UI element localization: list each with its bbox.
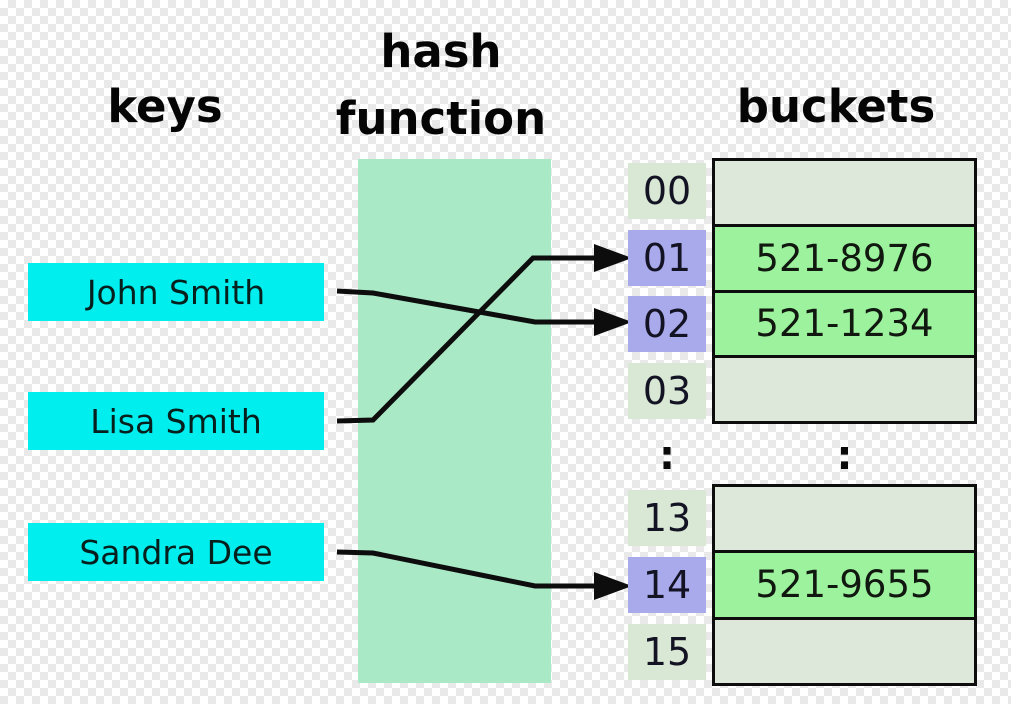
index-label: 13: [642, 496, 692, 540]
hash-function-box: [358, 159, 551, 683]
index-cell-15: 15: [628, 624, 706, 680]
arrowhead-02: [594, 308, 632, 336]
index-ellipsis: :: [659, 433, 675, 479]
index-cell-03: 03: [628, 363, 706, 419]
index-cell-13: 13: [628, 490, 706, 546]
bucket-table-upper: 521-8976 521-1234: [712, 158, 977, 424]
bucket-ellipsis: :: [836, 433, 853, 479]
bucket-row-02: 521-1234: [715, 289, 974, 356]
index-label: 03: [642, 369, 692, 413]
bucket-value: 521-9655: [755, 563, 934, 607]
index-label: 00: [642, 169, 692, 213]
key-label: Sandra Dee: [79, 532, 273, 572]
key-box-lisa-smith: Lisa Smith: [28, 392, 324, 450]
bucket-value: 521-1234: [755, 302, 934, 346]
bucket-table-lower: 521-9655: [712, 484, 977, 686]
header-hash-function-line2: function: [335, 92, 547, 145]
arrowhead-14: [594, 572, 632, 600]
bucket-row-13: [715, 487, 974, 551]
bucket-value: 521-8976: [755, 236, 934, 280]
bucket-row-01: 521-8976: [715, 223, 974, 290]
bucket-row-03: [715, 355, 974, 421]
index-label: 14: [642, 563, 692, 607]
bucket-row-00: [715, 161, 974, 224]
key-label: John Smith: [86, 272, 266, 312]
key-box-john-smith: John Smith: [28, 263, 324, 321]
index-cell-02: 02: [628, 296, 706, 352]
bucket-row-14: 521-9655: [715, 550, 974, 617]
index-cell-01: 01: [628, 230, 706, 286]
index-label: 15: [642, 630, 692, 674]
header-hash-function: hash function: [331, 18, 551, 152]
key-label: Lisa Smith: [90, 401, 262, 441]
index-cell-14: 14: [628, 557, 706, 613]
header-buckets: buckets: [736, 80, 936, 133]
header-hash-function-line1: hash: [380, 25, 502, 78]
index-label: 01: [642, 236, 692, 280]
index-cell-00: 00: [628, 163, 706, 219]
index-label: 02: [642, 302, 692, 346]
header-keys: keys: [107, 80, 223, 133]
bucket-row-15: [715, 616, 974, 683]
key-box-sandra-dee: Sandra Dee: [28, 523, 324, 581]
arrowhead-01: [594, 244, 632, 272]
